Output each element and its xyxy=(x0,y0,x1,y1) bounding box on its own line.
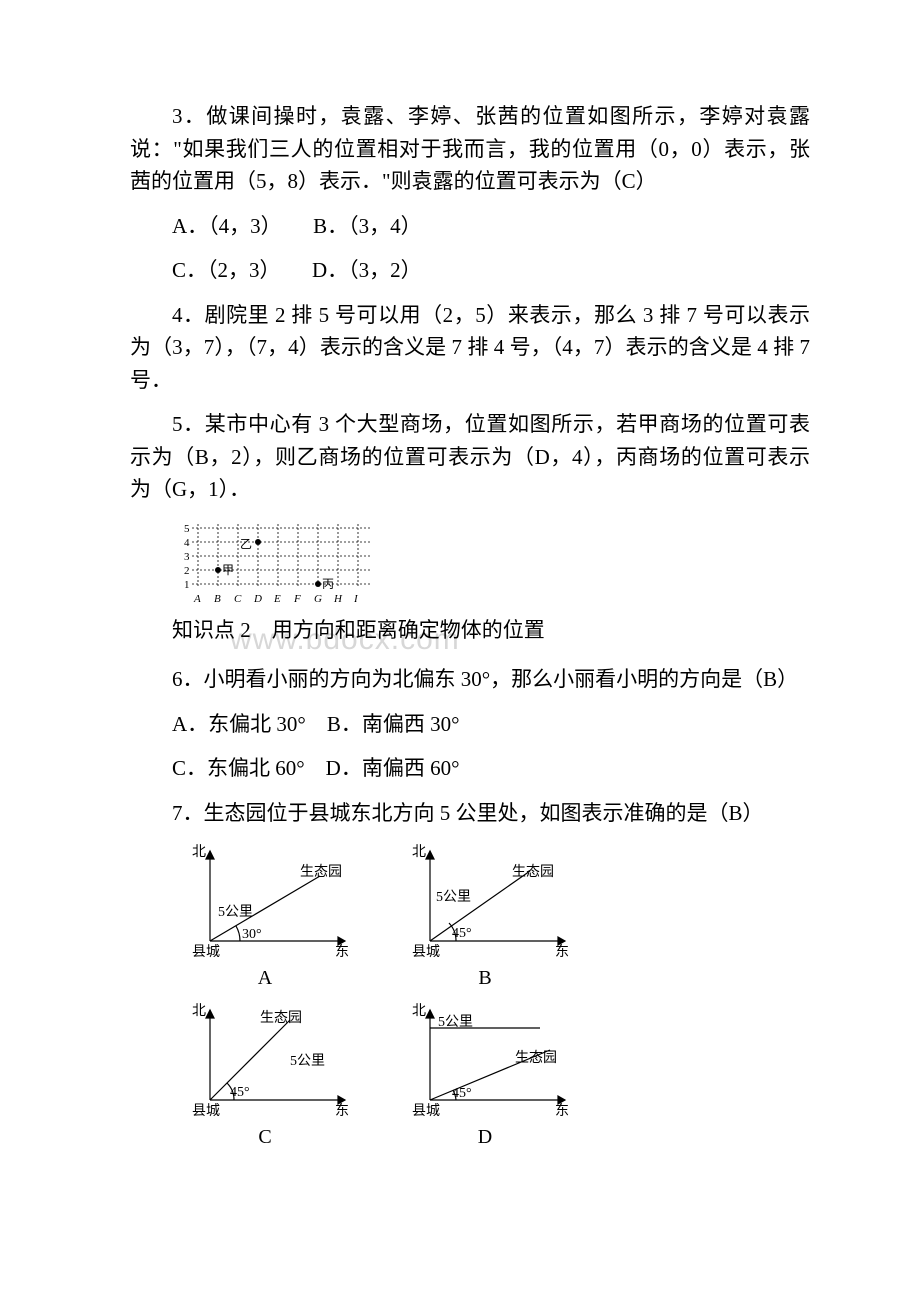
q7-fig-a: 北 东 生态园 5公里 30° 县城 xyxy=(170,841,360,961)
svg-text:C: C xyxy=(234,593,242,605)
q7-label-a: A xyxy=(258,963,272,994)
svg-text:4: 4 xyxy=(184,537,190,549)
svg-text:5公里: 5公里 xyxy=(436,890,471,905)
q7-stem: 7．生态园位于县城东北方向 5 公里处，如图表示准确的是（B） xyxy=(130,797,810,830)
q7-fig-row1: 北 东 生态园 5公里 30° 县城 A xyxy=(170,841,810,994)
svg-text:北: 北 xyxy=(192,844,206,860)
svg-text:东: 东 xyxy=(555,1103,569,1119)
q5-text: 5．某市中心有 3 个大型商场，位置如图所示，若甲商场的位置可表示为（B，2），… xyxy=(130,408,810,506)
svg-text:县城: 县城 xyxy=(412,1103,440,1119)
q7-fig-row2: 北 东 生态园 5公里 45° 县城 C xyxy=(170,1000,810,1153)
svg-text:县城: 县城 xyxy=(192,944,220,960)
svg-text:北: 北 xyxy=(412,1003,426,1019)
svg-text:G: G xyxy=(314,593,322,605)
svg-text:5公里: 5公里 xyxy=(438,1015,473,1030)
svg-text:D: D xyxy=(253,593,262,605)
svg-text:北: 北 xyxy=(192,1003,206,1019)
svg-text:H: H xyxy=(333,593,343,605)
svg-text:5公里: 5公里 xyxy=(290,1054,325,1069)
q5-grid-figure: 5 4 3 2 1 A B C D E F G H I xyxy=(170,518,810,608)
svg-text:I: I xyxy=(353,593,359,605)
svg-text:5公里: 5公里 xyxy=(218,905,253,920)
kp2-heading: 知识点 2 用方向和距离确定物体的位置 xyxy=(130,614,810,647)
svg-text:县城: 县城 xyxy=(412,944,440,960)
svg-text:生态园: 生态园 xyxy=(260,1010,302,1026)
svg-text:东: 东 xyxy=(335,944,349,960)
q7-fig-c: 北 东 生态园 5公里 45° 县城 xyxy=(170,1000,360,1120)
q3-opt-ab: A．（4，3） B．（3，4） xyxy=(130,210,810,243)
svg-text:东: 东 xyxy=(555,944,569,960)
label-yi: 乙 xyxy=(240,537,252,551)
q6-opt-cd: C．东偏北 60° D．南偏西 60° xyxy=(130,752,810,785)
svg-text:3: 3 xyxy=(184,551,190,563)
q3-stem: 3．做课间操时，袁露、李婷、张茜的位置如图所示，李婷对袁露说："如果我们三人的位… xyxy=(130,100,810,198)
svg-text:A: A xyxy=(193,593,201,605)
label-bing: 丙 xyxy=(322,577,334,591)
q3-opt-cd: C．（2，3） D．（3，2） xyxy=(130,254,810,287)
q6-stem: 6．小明看小丽的方向为北偏东 30°，那么小丽看小明的方向是（B） xyxy=(130,663,810,696)
q6-opt-ab: A．东偏北 30° B．南偏西 30° xyxy=(130,708,810,741)
label-jia: 甲 xyxy=(222,563,234,577)
svg-text:东: 东 xyxy=(335,1103,349,1119)
svg-text:2: 2 xyxy=(184,565,190,577)
q4-text: 4．剧院里 2 排 5 号可以用（2，5）来表示，那么 3 排 7 号可以表示为… xyxy=(130,299,810,397)
svg-text:30°: 30° xyxy=(242,927,262,942)
svg-text:5: 5 xyxy=(184,523,190,535)
svg-text:45°: 45° xyxy=(230,1085,250,1100)
q7-fig-d: 北 东 生态园 5公里 45° 县城 xyxy=(390,1000,580,1120)
svg-text:B: B xyxy=(214,593,221,605)
svg-text:45°: 45° xyxy=(452,1086,472,1101)
svg-text:45°: 45° xyxy=(452,926,472,941)
svg-text:生态园: 生态园 xyxy=(300,864,342,880)
svg-text:生态园: 生态园 xyxy=(515,1050,557,1066)
svg-text:生态园: 生态园 xyxy=(512,864,554,880)
q7-label-b: B xyxy=(478,963,491,994)
svg-text:县城: 县城 xyxy=(192,1103,220,1119)
q7-fig-b: 北 东 生态园 5公里 45° 县城 xyxy=(390,841,580,961)
svg-text:1: 1 xyxy=(184,579,190,591)
q7-label-d: D xyxy=(478,1122,492,1153)
svg-text:E: E xyxy=(273,593,281,605)
svg-text:F: F xyxy=(293,593,301,605)
svg-text:北: 北 xyxy=(412,844,426,860)
q7-label-c: C xyxy=(258,1122,271,1153)
